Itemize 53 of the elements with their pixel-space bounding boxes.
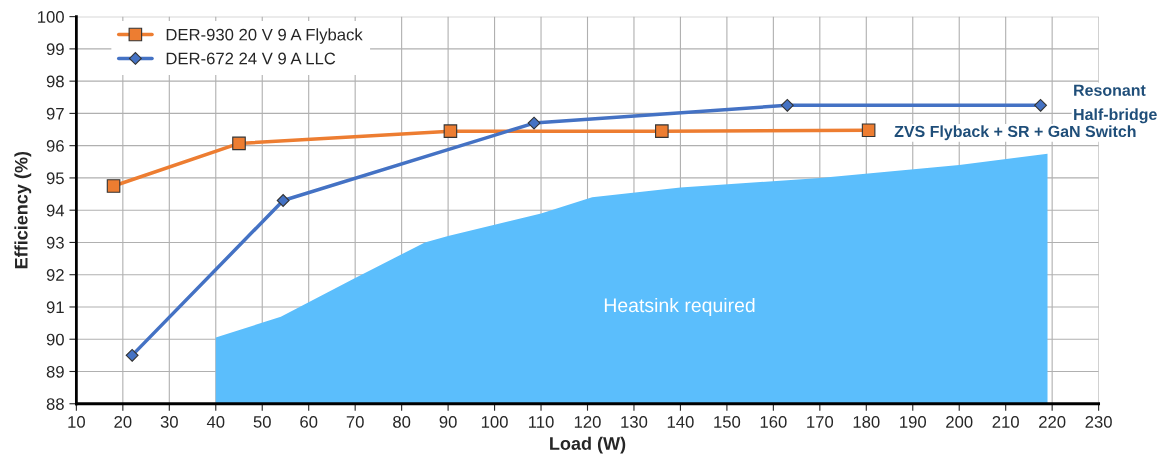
- legend-label: DER-672 24 V 9 A LLC: [166, 52, 336, 65]
- y-tick-label: 88: [46, 398, 64, 410]
- y-tick-label: 93: [46, 236, 64, 249]
- y-axis-title: Efficiency (%): [14, 151, 32, 269]
- y-tick-label: 89: [46, 365, 64, 378]
- x-tick-label: 60: [300, 416, 318, 428]
- x-tick-label: 40: [206, 416, 225, 428]
- point: [443, 124, 458, 138]
- point: [1034, 98, 1047, 112]
- point: [527, 116, 541, 130]
- y-tick-label: 100: [38, 11, 64, 23]
- point: [232, 136, 246, 151]
- y-tick-label: 90: [46, 333, 64, 346]
- point: [276, 194, 290, 207]
- x-tick-label: 160: [760, 416, 787, 428]
- x-tick-label: 210: [992, 416, 1019, 428]
- x-tick-label: 130: [621, 416, 648, 428]
- y-tick-label: 92: [46, 269, 64, 281]
- x-tick-label: 200: [946, 416, 973, 428]
- x-tick-label: 70: [346, 416, 364, 428]
- point: [780, 98, 794, 112]
- annotation: ZVS Flyback + SR + GaN Switch: [894, 125, 1136, 141]
- x-tick-label: 180: [853, 416, 880, 428]
- x-tick-label: 30: [160, 416, 178, 428]
- legend-label: DER-930 20 V 9 A Flyback: [166, 28, 363, 44]
- point: [655, 124, 669, 138]
- y-tick-label: 96: [46, 140, 64, 152]
- y-tick-label: 91: [46, 301, 64, 314]
- x-tick-label: 20: [114, 416, 132, 428]
- y-tick-label: 95: [46, 172, 64, 185]
- x-tick-label: 220: [1039, 416, 1066, 428]
- y-tick-label: 99: [46, 43, 64, 56]
- x-tick-label: 80: [393, 416, 411, 428]
- x-tick-label: 140: [667, 416, 694, 428]
- x-tick-label: 90: [439, 416, 457, 428]
- x-tick-label: 110: [529, 416, 554, 428]
- y-tick-label: 94: [46, 204, 65, 217]
- point: [106, 179, 121, 193]
- x-axis-title: Load (W): [550, 436, 626, 454]
- x-tick-label: 100: [481, 416, 508, 428]
- x-tick-label: 10: [68, 416, 85, 428]
- point: [861, 123, 876, 137]
- x-tick-label: 230: [1085, 416, 1112, 428]
- point: [125, 348, 139, 362]
- x-tick-label: 50: [253, 416, 271, 428]
- x-tick-label: 120: [574, 416, 601, 428]
- x-tick-label: 170: [807, 416, 834, 428]
- y-tick-label: 98: [46, 75, 64, 88]
- annotation: Resonant Half-bridge: [1074, 84, 1157, 124]
- x-tick-label: 190: [900, 416, 927, 428]
- y-tick-label: 97: [46, 107, 64, 120]
- annotation: Heatsink required: [604, 297, 755, 317]
- x-tick-label: 150: [714, 416, 741, 428]
